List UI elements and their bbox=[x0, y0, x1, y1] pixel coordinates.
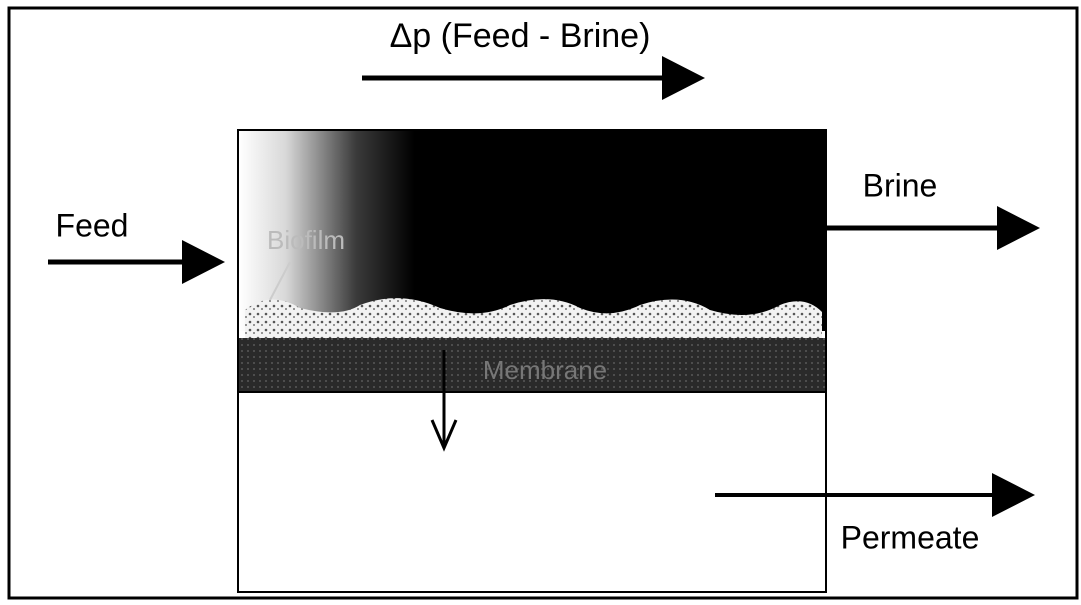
feed-label: Feed bbox=[56, 207, 129, 243]
feed-arrowhead bbox=[182, 240, 225, 284]
permeation-arrowhead bbox=[430, 419, 458, 452]
permeate-label: Permeate bbox=[841, 519, 980, 555]
pressure-drop-label: Δp (Feed - Brine) bbox=[390, 17, 651, 55]
pressure-arrowhead bbox=[662, 56, 705, 100]
membrane-label: Membrane bbox=[483, 355, 607, 385]
brine-arrowhead bbox=[997, 206, 1040, 250]
biofilm-layer bbox=[245, 298, 822, 338]
membrane-layer bbox=[239, 338, 825, 392]
biofilm-pointer bbox=[269, 261, 291, 301]
frame bbox=[7, 6, 1079, 600]
biofilm-label: Biofilm bbox=[267, 225, 345, 255]
brine-label: Brine bbox=[863, 167, 938, 203]
feed-channel bbox=[239, 131, 825, 331]
permeate-arrowhead bbox=[992, 473, 1035, 517]
